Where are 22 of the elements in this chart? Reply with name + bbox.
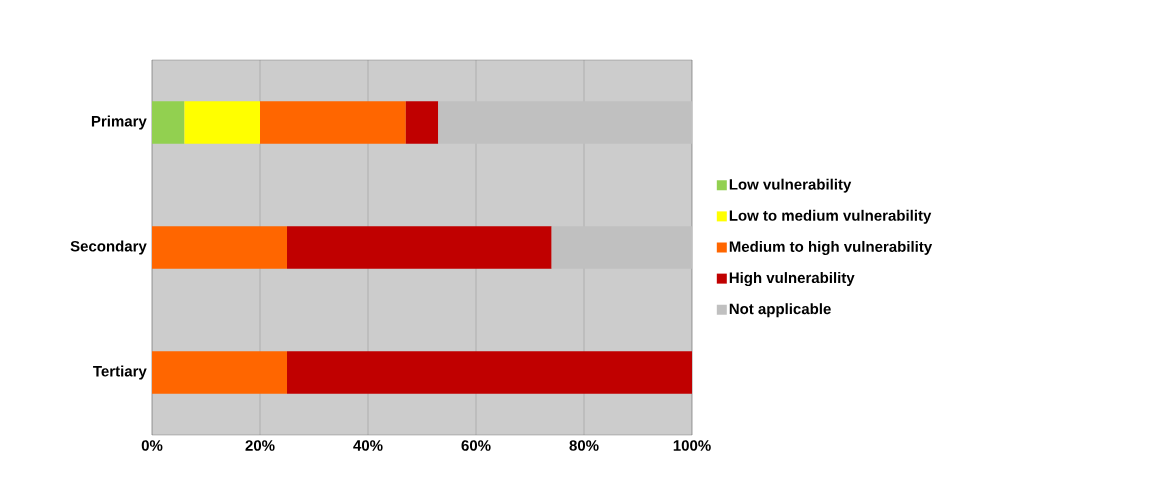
bar xyxy=(287,351,693,394)
y-tick-label: Primary xyxy=(91,115,147,130)
x-tick-label: 40% xyxy=(353,440,383,451)
bar xyxy=(152,351,288,394)
bar xyxy=(405,101,439,144)
legend-label: Low vulnerability xyxy=(729,178,852,193)
x-tick-label: 100% xyxy=(673,440,711,451)
x-tick-label: 0% xyxy=(141,440,163,451)
legend-label: Medium to high vulnerability xyxy=(729,240,933,255)
bar xyxy=(152,226,288,269)
y-tick-label: Tertiary xyxy=(93,365,147,380)
x-tick-label: 60% xyxy=(461,440,491,451)
x-tick-label: 80% xyxy=(569,440,599,451)
x-tick-label: 20% xyxy=(245,440,275,451)
bar xyxy=(260,101,406,144)
y-tick-label: Secondary xyxy=(70,240,147,255)
bar xyxy=(184,101,261,144)
legend-label: Not applicable xyxy=(729,303,831,318)
legend-label: High vulnerability xyxy=(729,272,855,287)
bar xyxy=(287,226,552,269)
legend-label: Low to medium vulnerability xyxy=(729,209,932,224)
bar xyxy=(152,101,185,144)
